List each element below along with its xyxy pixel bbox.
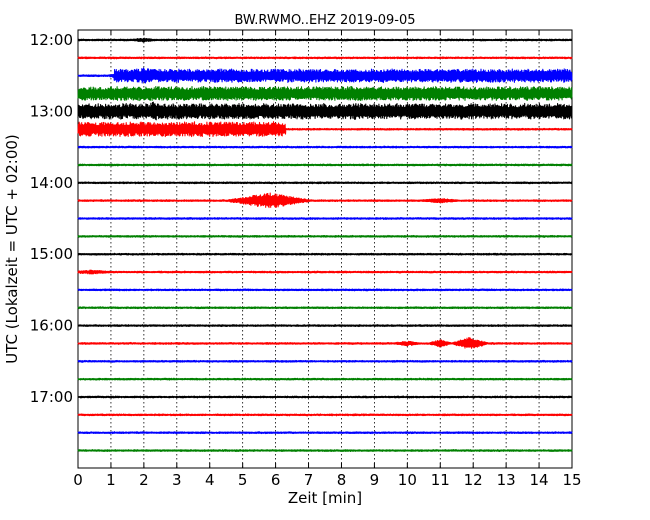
y-axis-label: UTC (Lokalzeit = UTC + 02:00): [3, 134, 21, 364]
trace-line: [77, 269, 573, 275]
x-tick-label: 2: [139, 471, 149, 489]
x-tick-label: 4: [205, 471, 215, 489]
trace-line: [77, 413, 573, 417]
trace-line: [77, 288, 573, 292]
y-tick-label: 14:00: [30, 174, 73, 192]
trace-line: [77, 395, 573, 399]
x-tick-label: 1: [106, 471, 116, 489]
trace-line: [77, 431, 573, 435]
y-tick-label: 16:00: [30, 317, 73, 335]
trace-line: [77, 449, 573, 453]
x-tick-label: 0: [73, 471, 83, 489]
x-tick-label: 5: [238, 471, 248, 489]
trace-line: [77, 56, 573, 60]
x-axis-label: Zeit [min]: [288, 489, 362, 507]
chart-title: BW.RWMO..EHZ 2019-09-05: [234, 13, 415, 28]
trace-line: [77, 324, 573, 328]
trace-line: [77, 217, 573, 221]
trace-line: [77, 67, 573, 84]
trace-line: [77, 337, 573, 349]
trace-line: [77, 234, 573, 238]
trace-group: [77, 37, 573, 453]
x-tick-label: 7: [304, 471, 314, 489]
y-axis: 12:00 13:00 14:00 15:00 16:00 17:00: [30, 31, 572, 406]
trace-line: [77, 192, 573, 209]
x-tick-label: 3: [172, 471, 182, 489]
x-tick-label: 15: [562, 471, 581, 489]
trace-line: [77, 121, 573, 138]
trace-line: [77, 181, 573, 185]
x-tick-label: 14: [530, 471, 549, 489]
y-tick-label: 12:00: [30, 31, 73, 49]
x-tick-label: 13: [497, 471, 516, 489]
trace-line: [77, 37, 573, 43]
x-tick-label: 6: [271, 471, 281, 489]
trace-line: [77, 145, 573, 149]
x-tick-label: 11: [431, 471, 450, 489]
trace-line: [77, 252, 573, 256]
x-axis: 0 1 2 3 4 5 6 7 8 9 10 11 12 13 14 15: [73, 30, 582, 489]
y-tick-label: 13:00: [30, 102, 73, 120]
y-tick-label: 17:00: [30, 388, 73, 406]
x-tick-label: 12: [464, 471, 483, 489]
trace-line: [77, 85, 573, 102]
trace-line: [77, 377, 573, 381]
x-tick-label: 9: [370, 471, 380, 489]
trace-line: [77, 306, 573, 310]
trace-line: [77, 359, 573, 363]
trace-line: [77, 163, 573, 167]
y-tick-label: 15:00: [30, 245, 73, 263]
plot-frame: [77, 29, 573, 469]
trace-line: [77, 101, 573, 121]
x-tick-label: 10: [398, 471, 417, 489]
x-tick-label: 8: [337, 471, 347, 489]
vertical-gridlines: [110, 30, 540, 468]
